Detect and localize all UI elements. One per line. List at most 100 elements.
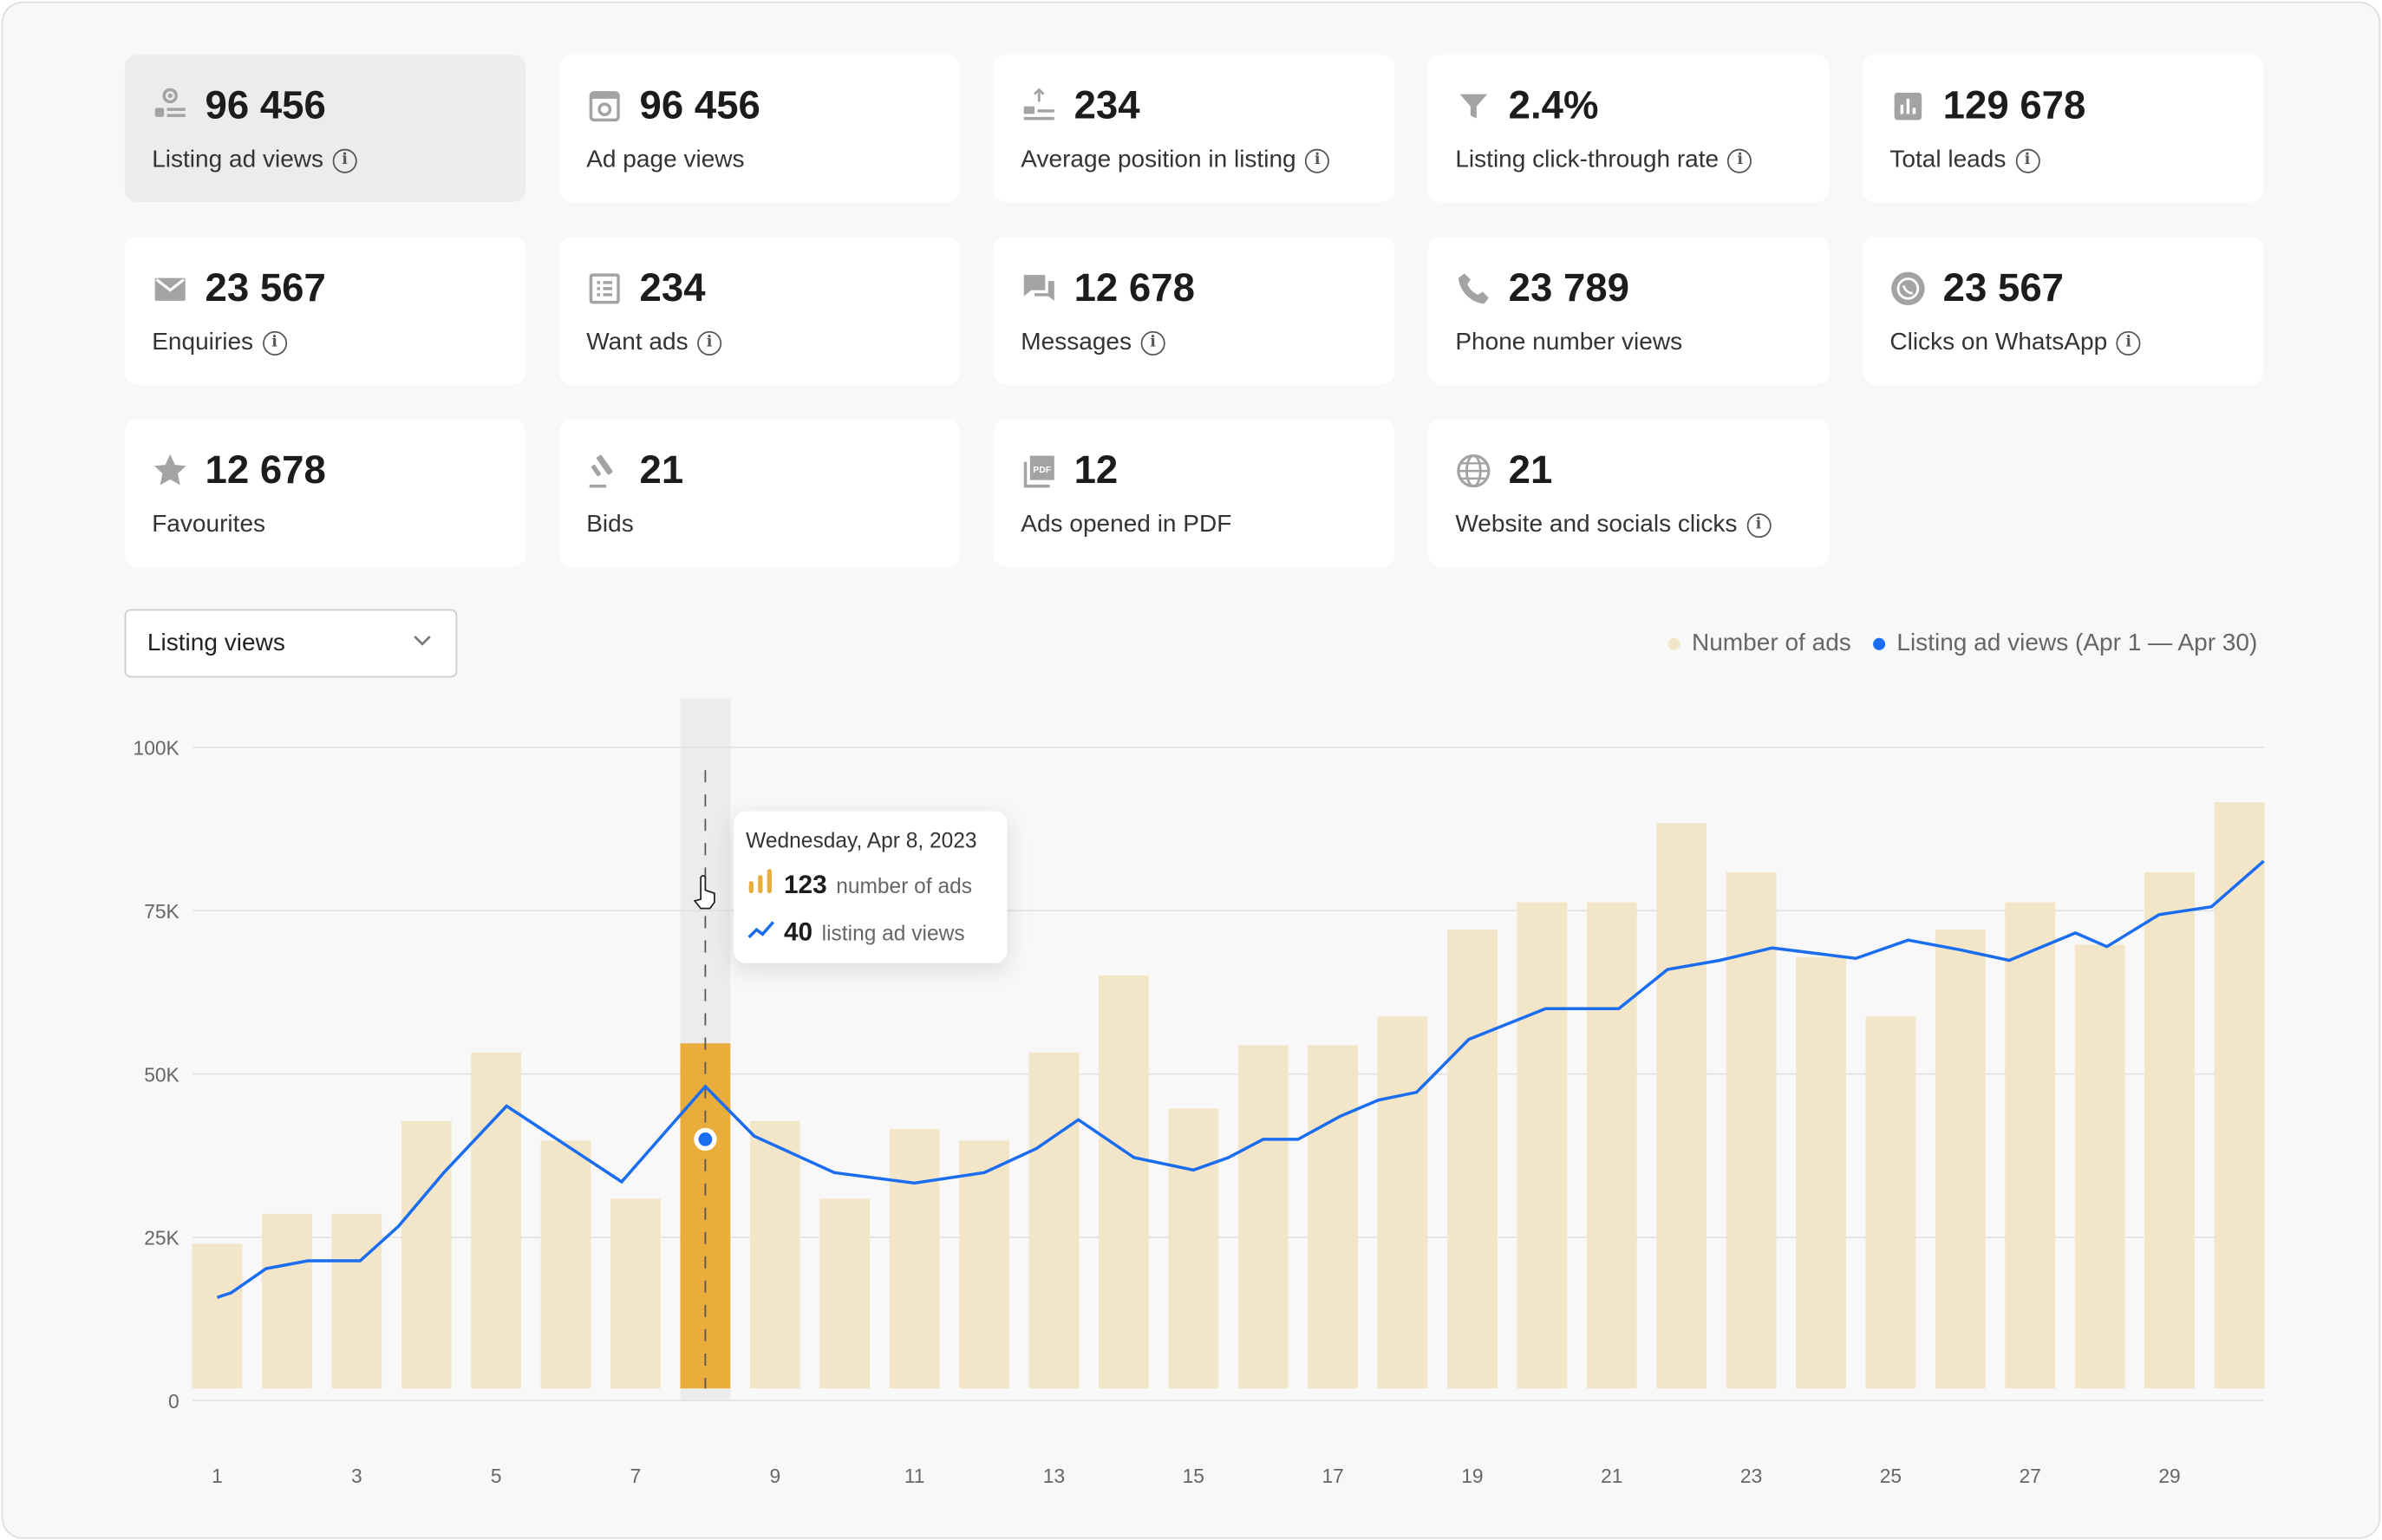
metric-label: Ad page views [586, 147, 745, 173]
metric-value: 12 [1074, 447, 1119, 493]
bar [1517, 902, 1568, 1389]
info-icon[interactable]: i [332, 148, 357, 173]
bar [1377, 1016, 1428, 1389]
metric-label: Want ads [586, 330, 688, 356]
metric-value: 21 [1508, 447, 1553, 493]
info-icon[interactable]: i [1140, 330, 1165, 356]
bar [610, 1198, 661, 1389]
metric-label: Total leads [1889, 147, 2007, 173]
dropdown-selected: Listing views [147, 630, 285, 656]
x-tick-label: 9 [769, 1465, 780, 1487]
metric-label: Average position in listing [1021, 147, 1296, 173]
metric-card[interactable]: 23 567 Clicks on WhatsApp i [1862, 237, 2264, 385]
metric-value: 23 567 [205, 264, 326, 310]
metric-value: 12 678 [205, 447, 326, 493]
metric-card[interactable]: 234 Average position in listing i [993, 55, 1395, 203]
legend-label: Listing ad views (Apr 1 — Apr 30) [1896, 630, 2258, 656]
y-tick-label: 0 [168, 1390, 179, 1413]
bar [1237, 1045, 1289, 1389]
tooltip-views-value: 40 [783, 917, 813, 947]
info-icon[interactable]: i [2116, 330, 2141, 356]
bar [1028, 1052, 1080, 1389]
bar-chart-icon [1894, 92, 1922, 121]
tooltip-ads-value: 123 [783, 870, 827, 900]
bar [959, 1140, 1009, 1389]
whatsapp-icon [1891, 271, 1925, 306]
star-icon [153, 454, 186, 486]
metric-card[interactable]: 12 678 Favourites [124, 419, 526, 567]
y-tick-label: 25K [144, 1227, 179, 1250]
chart-tooltip: Wednesday, Apr 8, 2023 123 number of ads… [734, 811, 1008, 963]
metric-value: 12 678 [1074, 264, 1195, 310]
bar [749, 1120, 800, 1389]
bar [262, 1213, 312, 1389]
bar [2144, 871, 2195, 1389]
x-tick-label: 19 [1461, 1465, 1483, 1487]
info-icon[interactable]: i [1727, 148, 1752, 173]
bar [819, 1198, 871, 1389]
info-icon[interactable]: i [697, 330, 722, 356]
bar [1586, 902, 1637, 1389]
metric-card[interactable]: 21 Bids [558, 419, 961, 567]
position-icon [1023, 88, 1054, 121]
metric-label: Favourites [152, 512, 266, 538]
metric-label: Clicks on WhatsApp [1889, 330, 2108, 356]
metric-value: 21 [639, 447, 684, 493]
info-icon[interactable]: i [1305, 148, 1330, 173]
hover-point [694, 1127, 717, 1152]
y-tick-label: 75K [144, 900, 179, 923]
metric-card[interactable]: 129 678 Total leads i [1862, 55, 2264, 203]
metric-value: 129 678 [1942, 82, 2086, 128]
list-icon [589, 273, 620, 304]
metric-card[interactable]: 23 567 Enquiries i [124, 237, 526, 385]
line-series [216, 859, 2265, 1299]
bars-icon [748, 869, 772, 894]
metric-card[interactable]: 234 Want ads i [558, 237, 961, 385]
metric-label: Messages [1021, 330, 1132, 356]
x-tick-label: 7 [630, 1465, 642, 1487]
funnel-icon [1459, 94, 1488, 119]
metric-label: Listing ad views [152, 147, 324, 173]
metric-value: 2.4% [1508, 82, 1599, 128]
y-tick-label: 100K [134, 737, 179, 760]
legend-label: Number of ads [1691, 630, 1851, 656]
trend-line-icon [747, 921, 775, 939]
pdf-icon: PDF [1023, 455, 1054, 488]
listing-views-icon [154, 88, 186, 117]
metric-label: Enquiries [152, 330, 254, 356]
metric-value: 234 [1074, 82, 1140, 128]
metric-card[interactable]: PDF 12 Ads opened in PDF [993, 419, 1395, 567]
metric-value: 234 [639, 264, 706, 310]
metric-value: 23 567 [1942, 264, 2065, 310]
bar [1656, 823, 1707, 1389]
ad-page-views-icon [589, 91, 620, 122]
legend-dot-icon [1667, 637, 1680, 650]
info-icon[interactable]: i [2014, 148, 2039, 173]
x-tick-label: 17 [1322, 1465, 1343, 1487]
metric-card[interactable]: 12 678 Messages i [993, 237, 1395, 385]
metric-label: Website and socials clicks [1455, 512, 1738, 538]
metric-dropdown[interactable]: Listing views [124, 609, 458, 678]
x-tick-label: 1 [212, 1465, 223, 1487]
info-icon[interactable]: i [1746, 513, 1771, 538]
bar [1308, 1045, 1359, 1389]
metric-card[interactable]: 2.4% Listing click-through rate i [1427, 55, 1830, 203]
globe-icon [1457, 454, 1491, 488]
metric-card[interactable]: 21 Website and socials clicks i [1427, 419, 1830, 567]
bar [2005, 902, 2056, 1389]
bar [192, 1243, 243, 1389]
metric-card[interactable]: 23 789 Phone number views [1427, 237, 1830, 385]
metric-card[interactable]: 96 456 Listing ad views i [124, 55, 526, 203]
x-tick-label: 29 [2158, 1465, 2180, 1487]
chat-icon [1023, 275, 1054, 301]
info-icon[interactable]: i [262, 330, 287, 356]
metric-card[interactable]: 96 456 Ad page views [558, 55, 961, 203]
x-tick-label: 23 [1740, 1465, 1762, 1487]
legend-item-views[interactable]: Listing ad views (Apr 1 — Apr 30) [1872, 630, 2257, 658]
metric-value: 23 789 [1508, 264, 1629, 310]
x-tick-label: 21 [1601, 1465, 1622, 1487]
legend-item-ads[interactable]: Number of ads [1667, 630, 1851, 658]
metric-value: 96 456 [205, 82, 326, 128]
